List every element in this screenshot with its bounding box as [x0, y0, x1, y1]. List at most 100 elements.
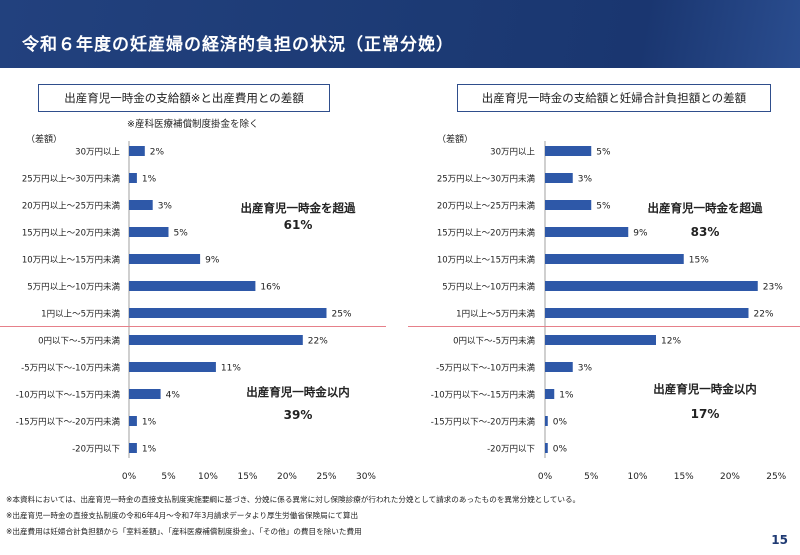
chart1-bar [129, 335, 303, 345]
chart2-x-tick-label: 5% [584, 472, 599, 482]
chart1-bar [129, 146, 145, 156]
chart1-value-label: 2% [150, 148, 165, 158]
chart2-value-label: 3% [578, 175, 593, 185]
chart2-category-label: 10万円以上～15万円未満 [437, 255, 536, 266]
chart2-category-label: -10万円以下～-15万円未満 [431, 390, 536, 401]
left-chart-title: 出産育児一時金の支給額※と出産費用との差額 [38, 84, 330, 112]
chart1-bar [129, 173, 137, 183]
chart1-bar [129, 281, 256, 291]
chart2-bar [545, 389, 555, 399]
chart2-bar [545, 254, 684, 264]
chart2-bar [545, 443, 548, 453]
chart1-category-label: 15万円以上～20万円未満 [22, 228, 121, 239]
chart1-annotation-label: 出産育児一時金以内 [246, 385, 350, 399]
chart1-bar [129, 362, 216, 372]
chart2-value-label: 12% [661, 337, 681, 347]
right-chart-title: 出産育児一時金の支給額と妊婦合計負担額との差額 [457, 84, 771, 112]
chart1-value-label: 1% [142, 445, 157, 455]
chart2-value-label: 22% [754, 310, 774, 320]
chart2-y-axis-label: （差額） [437, 133, 473, 145]
chart2-value-label: 5% [596, 202, 611, 212]
chart1-category-label: 0円以下～-5万円未満 [38, 336, 120, 347]
chart2-category-label: -20万円以下 [487, 445, 535, 455]
chart2-category-label: -15万円以下～-20万円未満 [431, 417, 536, 428]
chart2-bar [545, 227, 629, 237]
chart2-annotation-value: 17% [691, 407, 720, 421]
footnote-2: ※出産育児一時金の直接支払制度の令和6年4月～令和7年3月請求データより厚生労働… [6, 511, 359, 520]
chart2-category-label: 5万円以上～10万円未満 [442, 282, 535, 293]
chart1-category-label: 1円以上～5万円未満 [41, 309, 120, 320]
chart1-x-tick-label: 30% [356, 472, 376, 482]
chart2-x-tick-label: 10% [627, 472, 647, 482]
chart1-y-axis-label: （差額） [26, 133, 62, 145]
chart2-category-label: 0円以下～-5万円未満 [453, 336, 535, 347]
chart2-x-tick-label: 15% [674, 472, 694, 482]
chart1-annotation-value: 39% [284, 408, 313, 422]
chart2-category-label: -5万円以下～-10万円未満 [436, 363, 535, 374]
chart1-value-label: 16% [260, 283, 280, 293]
chart1-bar [129, 389, 161, 399]
chart2-value-label: 1% [559, 391, 574, 401]
chart1-value-label: 1% [142, 418, 157, 428]
chart1-x-tick-label: 20% [277, 472, 297, 482]
chart1-bar [129, 227, 169, 237]
chart1-x-tick-label: 25% [316, 472, 336, 482]
chart2-category-label: 30万円以上 [490, 148, 535, 158]
chart2-value-label: 0% [553, 418, 568, 428]
chart2-value-label: 15% [689, 256, 709, 266]
chart1-category-label: 20万円以上～25万円未満 [22, 201, 121, 212]
header-banner: 令和６年度の妊産婦の経済的負担の状況（正常分娩） [0, 0, 800, 68]
chart1-x-tick-label: 10% [198, 472, 218, 482]
chart1-bar [129, 416, 137, 426]
chart1-x-tick-label: 5% [161, 472, 176, 482]
chart2-value-label: 5% [596, 148, 611, 158]
chart1-bar [129, 200, 153, 210]
chart2-category-label: 20万円以上～25万円未満 [437, 201, 536, 212]
chart1-bar [129, 254, 201, 264]
chart1-category-label: -15万円以下～-20万円未満 [16, 417, 121, 428]
chart1-x-tick-label: 0% [122, 472, 137, 482]
chart1-category-label: -10万円以下～-15万円未満 [16, 390, 121, 401]
chart1-value-label: 9% [205, 256, 220, 266]
chart1-bar [129, 308, 327, 318]
page-title: 令和６年度の妊産婦の経済的負担の状況（正常分娩） [22, 35, 454, 55]
chart2-value-label: 23% [763, 283, 783, 293]
chart1-category-label: 10万円以上～15万円未満 [22, 255, 121, 266]
chart1-bar [129, 443, 137, 453]
chart2-annotation-value: 83% [691, 225, 720, 239]
chart2-bar [545, 146, 592, 156]
chart2-category-label: 15万円以上～20万円未満 [437, 228, 536, 239]
chart1-value-label: 11% [221, 364, 241, 374]
page-number: 15 [771, 533, 788, 547]
chart2-bar [545, 200, 592, 210]
chart2-bar [545, 173, 573, 183]
chart2-bar [545, 281, 758, 291]
left-chart-note: ※産科医療補償制度掛金を除く [127, 119, 259, 130]
chart1-category-label: 25万円以上～30万円未満 [22, 174, 121, 185]
chart1-value-label: 22% [308, 337, 328, 347]
chart1-category-label: 5万円以上～10万円未満 [27, 282, 120, 293]
chart2-x-tick-label: 0% [538, 472, 553, 482]
chart1-annotation-value: 61% [284, 218, 313, 232]
chart2-value-label: 0% [553, 445, 568, 455]
chart2-bar [545, 308, 749, 318]
chart2-value-label: 3% [578, 364, 593, 374]
chart2-value-label: 9% [633, 229, 648, 239]
footnote-1: ※本資料においては、出産育児一時金の直接支払制度実施要綱に基づき、分娩に係る異常… [6, 495, 581, 504]
chart1-value-label: 1% [142, 175, 157, 185]
chart1-category-label: 30万円以上 [75, 148, 120, 158]
chart2-bar [545, 362, 573, 372]
chart1-value-label: 3% [158, 202, 173, 212]
chart2-annotation-label: 出産育児一時金を超過 [648, 201, 763, 215]
chart1-category-label: -5万円以下～-10万円未満 [21, 363, 120, 374]
chart1-value-label: 4% [166, 391, 181, 401]
footnote-3: ※出産費用は妊婦合計負担額から「室料差額」、「産科医療補償制度掛金」、「その他」… [6, 527, 362, 536]
chart2-bar [545, 335, 656, 345]
chart1-x-tick-label: 15% [237, 472, 257, 482]
chart2-bar [545, 416, 548, 426]
chart2-category-label: 1円以上～5万円未満 [456, 309, 535, 320]
chart1-annotation-label: 出産育児一時金を超過 [241, 201, 356, 215]
chart1-category-label: -20万円以下 [72, 445, 120, 455]
chart2-category-label: 25万円以上～30万円未満 [437, 174, 536, 185]
chart2-annotation-label: 出産育児一時金以内 [653, 382, 757, 396]
